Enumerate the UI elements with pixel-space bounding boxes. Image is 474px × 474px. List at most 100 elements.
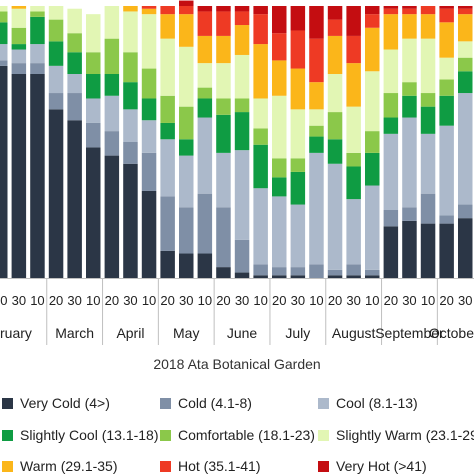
bar-segment: [11, 8, 27, 28]
bar-segment: [48, 6, 64, 20]
bar-segment: [327, 139, 343, 164]
bar-segment: [365, 27, 380, 72]
bar-segment: [383, 6, 399, 9]
bar-segment: [383, 14, 399, 50]
bar-segment: [11, 63, 27, 74]
month-label: July: [285, 325, 310, 341]
bar-segment: [141, 120, 157, 153]
bar-segment: [141, 98, 157, 121]
bar-segment: [11, 49, 27, 64]
bar-segment: [383, 93, 399, 118]
bar-segment: [458, 204, 473, 219]
bar-segment: [439, 95, 454, 126]
bar-segment: [327, 269, 343, 276]
bar-segment: [160, 38, 175, 96]
bar-segment: [234, 25, 250, 55]
bar-segment: [197, 87, 213, 99]
bar-segment: [104, 155, 120, 278]
bar-segment: [365, 6, 380, 15]
bar-segment: [197, 63, 213, 88]
bar-segment: [458, 41, 473, 58]
legend-label: Warm (29.1-35): [20, 458, 118, 474]
bar-segment: [123, 163, 138, 278]
legend-swatch: [318, 429, 329, 441]
bar-segment: [420, 223, 436, 278]
bar-segment: [458, 14, 473, 42]
bar-segment: [30, 11, 45, 17]
bar-segment: [197, 6, 213, 12]
bar-segment: [179, 253, 194, 278]
bar-segment: [234, 54, 250, 99]
bar-segment: [290, 275, 306, 278]
bar-segment: [234, 112, 250, 151]
bar-segment: [458, 71, 473, 94]
bar-segment: [123, 109, 138, 142]
bar-segment: [86, 98, 101, 123]
bar-segment: [402, 207, 417, 221]
bar-segment: [234, 272, 250, 278]
bar-segment: [439, 8, 454, 23]
bar-segment: [234, 98, 250, 113]
legend-swatch: [2, 397, 13, 409]
bar-segment: [402, 117, 417, 208]
bar-segment: [272, 267, 287, 276]
x-tick-label: 10: [86, 293, 100, 308]
bar-segment: [86, 147, 101, 278]
bar-segment: [104, 74, 120, 96]
bar-segment: [272, 177, 287, 197]
bar-segment: [346, 152, 361, 167]
bar-segment: [179, 155, 194, 208]
x-tick-label: 30: [179, 293, 193, 308]
bar-segment: [160, 196, 175, 251]
x-tick-label: 30: [346, 293, 360, 308]
chart-title: 2018 Ata Botanical Garden: [153, 356, 321, 372]
bar-segment: [197, 253, 213, 278]
bar-segment: [383, 210, 399, 227]
bar-segment: [309, 136, 324, 153]
bar-segment: [402, 14, 417, 39]
bar-segment: [327, 275, 343, 278]
bar-segment: [160, 250, 175, 278]
bar-segment: [141, 14, 157, 69]
bar-segment: [123, 6, 138, 12]
bars-layer: [0, 0, 473, 279]
bar-segment: [402, 8, 417, 15]
bar-segment: [30, 16, 45, 45]
legend-label: Very Cold (4>): [20, 395, 110, 411]
bar-segment: [272, 275, 287, 278]
x-tick-label: 20: [0, 293, 7, 308]
bar-segment: [327, 112, 343, 140]
bar-segment: [234, 6, 250, 12]
bar-segment: [86, 122, 101, 148]
bar-segment: [420, 38, 436, 94]
bar-segment: [346, 35, 361, 64]
bar-segment: [309, 125, 324, 137]
bar-segment: [290, 171, 306, 205]
bar-segment: [402, 82, 417, 96]
bar-segment: [141, 8, 157, 15]
legend-swatch: [2, 429, 13, 441]
bar-segment: [327, 6, 343, 20]
bar-segment: [160, 122, 175, 140]
bar-segment: [104, 38, 120, 74]
bar-segment: [179, 207, 194, 254]
bar-segment: [141, 6, 157, 9]
bar-segment: [253, 144, 268, 189]
legend-label: Slightly Cool (13.1-18): [20, 427, 159, 443]
bar-segment: [272, 6, 287, 34]
bar-segment: [197, 98, 213, 118]
stacked-bar-chart: 20 30 10 20 30 10 20 30 10 20 30 10 20 30 10 20 30 10 20 30…: [0, 0, 474, 345]
x-tick-label: 20: [216, 293, 230, 308]
bar-segment: [67, 74, 82, 94]
bar-segment: [141, 152, 157, 191]
bar-segment: [197, 11, 213, 36]
bar-segment: [458, 93, 473, 205]
bar-segment: [234, 150, 250, 240]
legend-item: Slightly Warm (23.1-29): [318, 427, 474, 443]
legend-label: Hot (35.1-41): [178, 458, 261, 474]
bar-segment: [346, 6, 361, 36]
x-tick-label: 10: [142, 293, 156, 308]
legend-swatch: [160, 397, 171, 409]
bar-segment: [383, 49, 399, 94]
bar-segment: [179, 6, 194, 15]
